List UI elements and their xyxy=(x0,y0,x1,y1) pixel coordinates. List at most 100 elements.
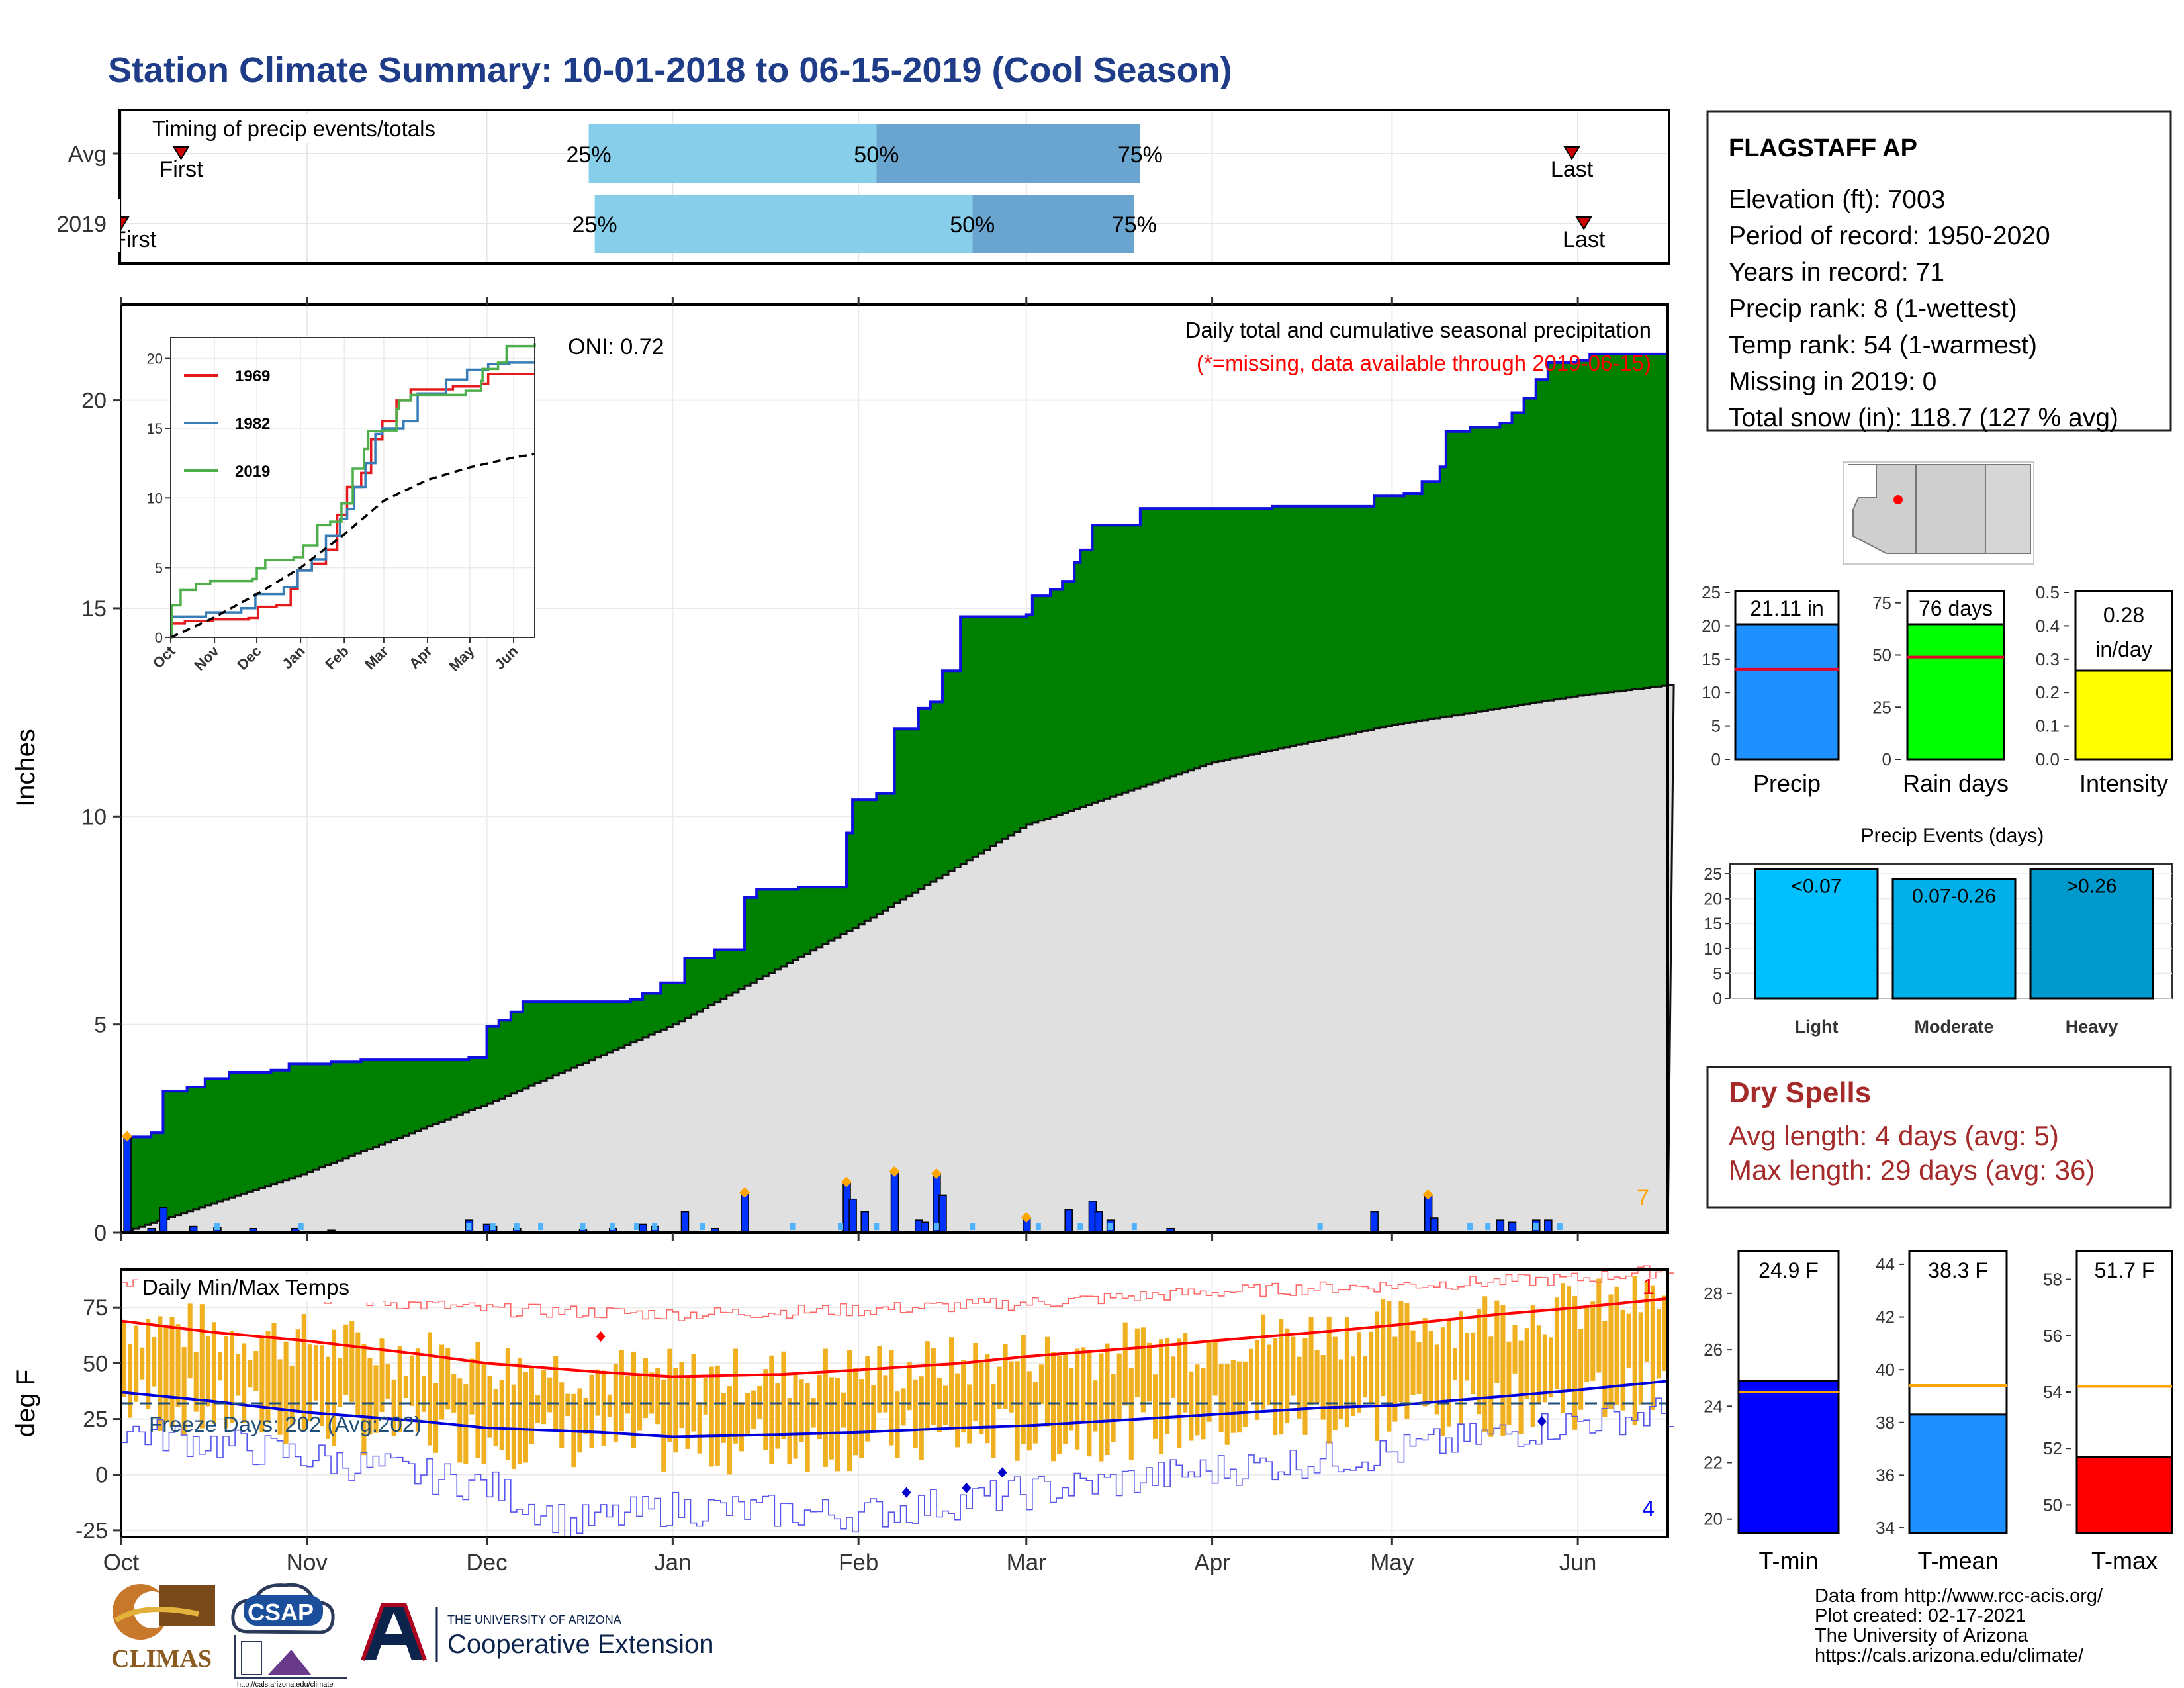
daily-temp-bar xyxy=(163,1326,169,1422)
event-bar xyxy=(2029,868,2154,1000)
daily-precip-bar xyxy=(1094,1211,1103,1233)
daily-temp-bar xyxy=(643,1358,649,1419)
ua-small-text: THE UNIVERSITY OF ARIZONA xyxy=(447,1613,621,1626)
daily-temp-bar xyxy=(799,1379,804,1442)
trace-precip-marker xyxy=(538,1223,544,1230)
event-bar-label: 0.07-0.26 xyxy=(1912,886,1996,908)
record-low-count: 4 xyxy=(1643,1496,1655,1521)
event-bar-label: <0.07 xyxy=(1792,876,1842,898)
y-tick-label: 58 xyxy=(2043,1270,2062,1289)
y-tick-label: 25 xyxy=(1704,865,1722,884)
last-event-marker xyxy=(1563,146,1580,160)
month-label: Apr xyxy=(1194,1550,1230,1575)
daily-temp-bar xyxy=(619,1349,624,1432)
inset-series-line xyxy=(171,361,535,618)
record-marker xyxy=(901,1487,911,1498)
total-bar xyxy=(2074,665,2173,761)
y-tick-label: 20 xyxy=(1702,616,1721,635)
daily-temp-bar xyxy=(277,1359,283,1435)
daily-temp-bar xyxy=(793,1374,798,1459)
totals-bar-charts: 21.11 in 0 5 10 15 20 25 Precip 76 days 0 25 50 75 Ra… xyxy=(1702,583,2173,797)
y-tick-label: 22 xyxy=(1704,1453,1723,1473)
percentile-label: 25% xyxy=(572,212,617,238)
daily-temp-bar xyxy=(1009,1361,1014,1413)
trace-precip-marker xyxy=(970,1223,976,1230)
daily-temp-bar xyxy=(1416,1342,1422,1394)
y-tick-label: 75 xyxy=(83,1295,108,1321)
daily-temp-bar xyxy=(763,1369,768,1451)
daily-temp-bar xyxy=(961,1360,966,1433)
trace-precip-marker xyxy=(700,1223,705,1230)
daily-temp-bar xyxy=(1297,1356,1302,1419)
daily-temp-bar xyxy=(1477,1309,1482,1415)
daily-temp-bar xyxy=(901,1388,906,1426)
timing-frame xyxy=(118,109,1670,265)
daily-temp-bar xyxy=(158,1316,163,1431)
record-high-count: 1 xyxy=(1643,1274,1655,1299)
daily-temp-bar xyxy=(211,1322,216,1424)
daily-temp-bar xyxy=(1326,1316,1332,1444)
trace-precip-marker xyxy=(652,1223,658,1230)
daily-temp-bar xyxy=(259,1338,265,1432)
daily-temp-bar xyxy=(1212,1339,1218,1396)
daily-temp-bar xyxy=(205,1336,210,1407)
inset-y-tick: 0 xyxy=(155,630,163,646)
station-location-marker xyxy=(1893,495,1903,504)
daily-precip-bar xyxy=(938,1194,947,1233)
legend-label: 2019 xyxy=(235,463,270,481)
record-low-line xyxy=(121,1397,1674,1538)
daily-temp-bar xyxy=(1572,1296,1578,1430)
average-tmax-line xyxy=(120,1297,1668,1378)
month-label: Mar xyxy=(1007,1550,1047,1575)
daily-temp-bar xyxy=(1494,1300,1500,1383)
percentile-label: 25% xyxy=(567,142,612,167)
neighbor-state-shape xyxy=(1915,464,1986,554)
percentile-label: 75% xyxy=(1112,212,1157,238)
temperature-panel: -25 0 25 50 75 Oct Nov Dec Jan Feb Mar Apr May Jun Dai… xyxy=(11,1265,1674,1575)
daily-temp-bar xyxy=(817,1374,822,1440)
y-tick-label: 24 xyxy=(1704,1396,1723,1416)
y-tick-label: 28 xyxy=(1704,1284,1723,1303)
record-marker xyxy=(962,1482,972,1493)
dry-spells-avg: Avg length: 4 days (avg: 5) xyxy=(1729,1120,2059,1151)
y-tick-label: 25 xyxy=(1702,583,1721,602)
daily-temp-bar xyxy=(787,1398,792,1465)
month-label: Jun xyxy=(1559,1550,1596,1575)
daily-temp-bar xyxy=(217,1351,222,1381)
dry-spells-max: Max length: 29 days (avg: 36) xyxy=(1729,1154,2095,1186)
daily-temp-bar xyxy=(1189,1371,1194,1441)
station-info-box: FLAGSTAFF AP Elevation (ft): 7003 Period… xyxy=(1706,110,2172,432)
daily-temp-bar xyxy=(1171,1356,1176,1398)
station-line: Years in record: 71 xyxy=(1729,258,1944,287)
percentile-label: 75% xyxy=(1118,142,1163,167)
daily-temp-bar xyxy=(1446,1319,1451,1427)
daily-temp-bar xyxy=(343,1324,349,1395)
y-tick-label: 15 xyxy=(1704,915,1722,933)
daily-temp-bar xyxy=(1650,1285,1655,1410)
daily-temp-bar xyxy=(1567,1286,1572,1390)
y-tick-label: 5 xyxy=(1713,964,1722,983)
daily-temp-bar xyxy=(1338,1359,1343,1420)
trace-precip-marker xyxy=(610,1223,615,1230)
y-tick-label: 34 xyxy=(1876,1518,1895,1538)
y-tick-label: 10 xyxy=(1702,682,1721,702)
category-label: Rain days xyxy=(1903,770,2009,797)
timing-panel: 25%50%75%FirstLastAvg25%50%75%FirstLast2… xyxy=(0,109,1670,265)
daily-temp-bar xyxy=(649,1372,655,1414)
trace-precip-marker xyxy=(1533,1223,1539,1230)
daily-temp-bar xyxy=(541,1370,547,1425)
daily-precip-bar xyxy=(123,1136,132,1233)
value-text: in/day xyxy=(2095,637,2152,661)
daily-temp-bar xyxy=(187,1303,193,1379)
station-line: Elevation (ft): 7003 xyxy=(1729,185,1945,214)
daily-temp-bar xyxy=(505,1348,510,1460)
event-bar xyxy=(1754,868,1879,1000)
daily-temp-bar xyxy=(907,1362,912,1411)
daily-temp-bar xyxy=(1428,1331,1433,1404)
csap-logo: CSAP http://cals.arizona.edu/climate xyxy=(231,1583,347,1688)
daily-temp-bar xyxy=(577,1388,582,1453)
daily-temp-bar xyxy=(523,1372,528,1463)
daily-temp-bar xyxy=(1638,1312,1643,1405)
trace-precip-marker xyxy=(790,1223,796,1230)
daily-temp-bar xyxy=(1363,1356,1368,1398)
